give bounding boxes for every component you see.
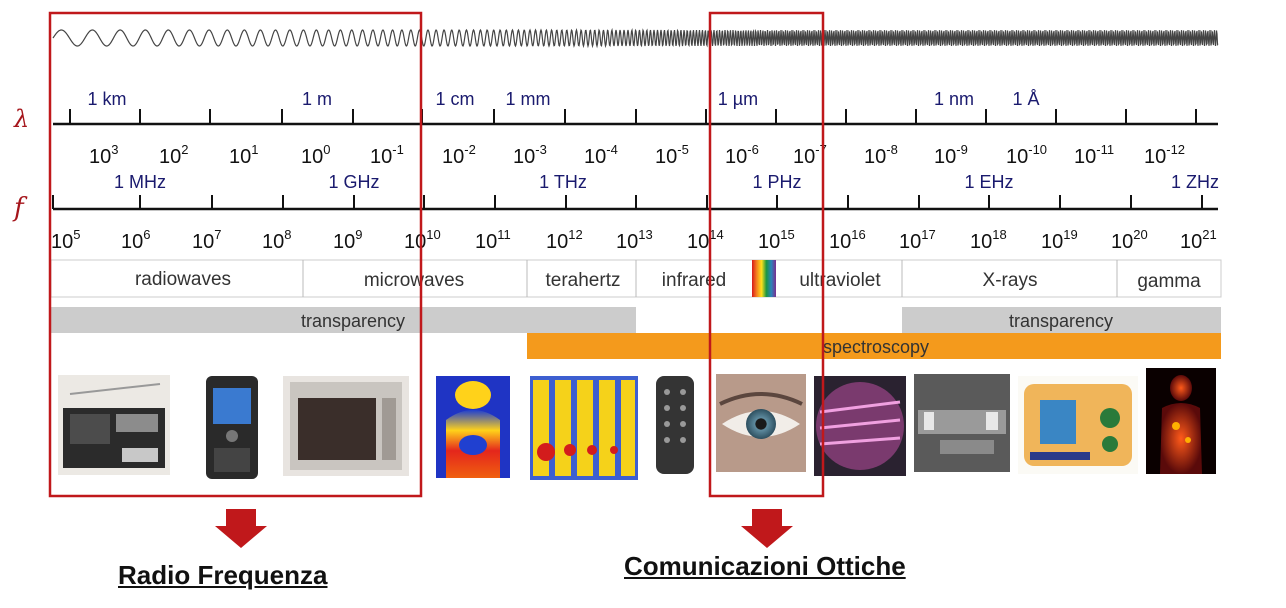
transparency-bar-right bbox=[902, 307, 1221, 333]
frequency-unit-label: 1 MHz bbox=[114, 172, 166, 192]
wavelength-power-labels: 103 102 101 100 10-1 10-2 10-3 10-4 10-5 10-6 10-7… bbox=[89, 142, 1185, 168]
wavelength-unit-label: 1 Å bbox=[1012, 89, 1039, 109]
spectroscopy-label: spectroscopy bbox=[823, 337, 929, 357]
wavelength-power-label: 10-12 bbox=[1144, 142, 1185, 168]
frequency-power-label: 1012 bbox=[546, 227, 583, 253]
terahertz-scan-picture bbox=[530, 376, 638, 480]
frequency-power-label: 1014 bbox=[687, 227, 724, 253]
frequency-power-label: 1021 bbox=[1180, 227, 1217, 253]
dental-x-ray-picture bbox=[914, 374, 1010, 472]
band-infrared: infrared bbox=[662, 270, 726, 291]
frequency-symbol: f bbox=[12, 193, 28, 223]
frequency-unit-label: 1 GHz bbox=[328, 172, 379, 192]
frequency-power-label: 1019 bbox=[1041, 227, 1078, 253]
frequency-power-label: 1011 bbox=[475, 227, 511, 253]
wavelength-unit-label: 1 nm bbox=[934, 89, 974, 109]
frequency-power-label: 109 bbox=[333, 227, 362, 253]
visible-spectrum-swatch bbox=[752, 260, 776, 297]
wavelength-wave bbox=[52, 27, 1219, 49]
wavelength-power-label: 10-9 bbox=[934, 142, 968, 168]
wavelength-unit-labels: 1 km 1 m 1 cm 1 mm 1 µm 1 nm 1 Å bbox=[87, 89, 1039, 109]
frequency-power-label: 1015 bbox=[758, 227, 795, 253]
frequency-unit-label: 1 EHz bbox=[964, 172, 1013, 192]
band-radiowaves: radiowaves bbox=[135, 269, 231, 290]
wavelength-power-label: 100 bbox=[301, 142, 330, 168]
frequency-power-label: 1010 bbox=[404, 227, 441, 253]
frequency-power-label: 105 bbox=[51, 227, 80, 253]
wavelength-power-label: 101 bbox=[229, 142, 258, 168]
wavelength-power-label: 10-6 bbox=[725, 142, 759, 168]
band-gamma: gamma bbox=[1137, 271, 1201, 292]
band-microwaves: microwaves bbox=[364, 270, 464, 291]
frequency-unit-label: 1 PHz bbox=[752, 172, 801, 192]
transparency-label-left: transparency bbox=[301, 311, 405, 331]
frequency-power-label: 106 bbox=[121, 227, 150, 253]
transparency-label-right: transparency bbox=[1009, 311, 1113, 331]
mobile-phone-picture bbox=[206, 376, 258, 479]
microwave-oven-picture bbox=[283, 376, 409, 476]
radio-frequency-highlight-box bbox=[48, 11, 423, 498]
uv-lithography-picture bbox=[814, 376, 906, 476]
wavelength-power-label: 10-8 bbox=[864, 142, 898, 168]
transparency-bar-left bbox=[51, 307, 636, 333]
wavelength-power-label: 10-1 bbox=[370, 142, 404, 168]
spectroscopy-bar bbox=[527, 333, 1221, 359]
frequency-power-label: 1016 bbox=[829, 227, 866, 253]
frequency-unit-label: 1 ZHz bbox=[1171, 172, 1219, 192]
frequency-power-label: 1013 bbox=[616, 227, 653, 253]
frequency-power-label: 108 bbox=[262, 227, 291, 253]
eye-picture bbox=[716, 374, 806, 472]
remote-control-picture bbox=[656, 376, 694, 474]
wavelength-unit-label: 1 µm bbox=[718, 89, 758, 109]
optical-communications-highlight-box bbox=[708, 11, 825, 498]
wavelength-unit-label: 1 m bbox=[302, 89, 332, 109]
wavelength-ticks bbox=[69, 109, 1197, 124]
band-x-rays: X-rays bbox=[983, 270, 1038, 291]
radio-frequency-arrow bbox=[215, 509, 267, 548]
wavelength-unit-label: 1 mm bbox=[506, 89, 551, 109]
band-ultraviolet: ultraviolet bbox=[799, 270, 881, 291]
wavelength-power-label: 10-10 bbox=[1006, 142, 1047, 168]
wavelength-power-label: 103 bbox=[89, 142, 118, 168]
frequency-power-label: 1020 bbox=[1111, 227, 1148, 253]
wavelength-unit-label: 1 cm bbox=[435, 89, 474, 109]
optical-communications-arrow bbox=[741, 509, 793, 548]
thermal-image-picture bbox=[436, 376, 510, 478]
wavelength-power-label: 102 bbox=[159, 142, 188, 168]
radio-picture bbox=[58, 375, 170, 475]
lambda-symbol: λ bbox=[13, 105, 29, 133]
frequency-ticks bbox=[52, 195, 1203, 209]
band-terahertz: terahertz bbox=[546, 270, 621, 291]
wavelength-unit-label: 1 km bbox=[87, 89, 126, 109]
luggage-x-ray-picture bbox=[1018, 376, 1138, 474]
optical-communications-caption: Comunicazioni Ottiche bbox=[624, 551, 906, 581]
frequency-unit-labels: 1 MHz 1 GHz 1 THz 1 PHz 1 EHz 1 ZHz bbox=[114, 172, 1219, 192]
wavelength-power-label: 10-11 bbox=[1074, 142, 1114, 168]
wavelength-power-label: 10-7 bbox=[793, 142, 827, 168]
frequency-unit-label: 1 THz bbox=[539, 172, 587, 192]
wavelength-power-label: 10-4 bbox=[584, 142, 618, 168]
frequency-power-label: 1017 bbox=[899, 227, 936, 253]
wavelength-power-label: 10-2 bbox=[442, 142, 476, 168]
frequency-power-label: 107 bbox=[192, 227, 221, 253]
pet-scan-picture bbox=[1146, 368, 1216, 474]
frequency-power-label: 1018 bbox=[970, 227, 1007, 253]
frequency-power-labels: 105 106 107 108 109 1010 1011 1012 1013 1014 1015 1… bbox=[51, 227, 1217, 253]
radio-frequency-caption: Radio Frequenza bbox=[118, 560, 328, 590]
band-strip: radiowaves microwaves terahertz infrared… bbox=[50, 259, 1222, 298]
wavelength-power-label: 10-3 bbox=[513, 142, 547, 168]
wavelength-power-label: 10-5 bbox=[655, 142, 689, 168]
